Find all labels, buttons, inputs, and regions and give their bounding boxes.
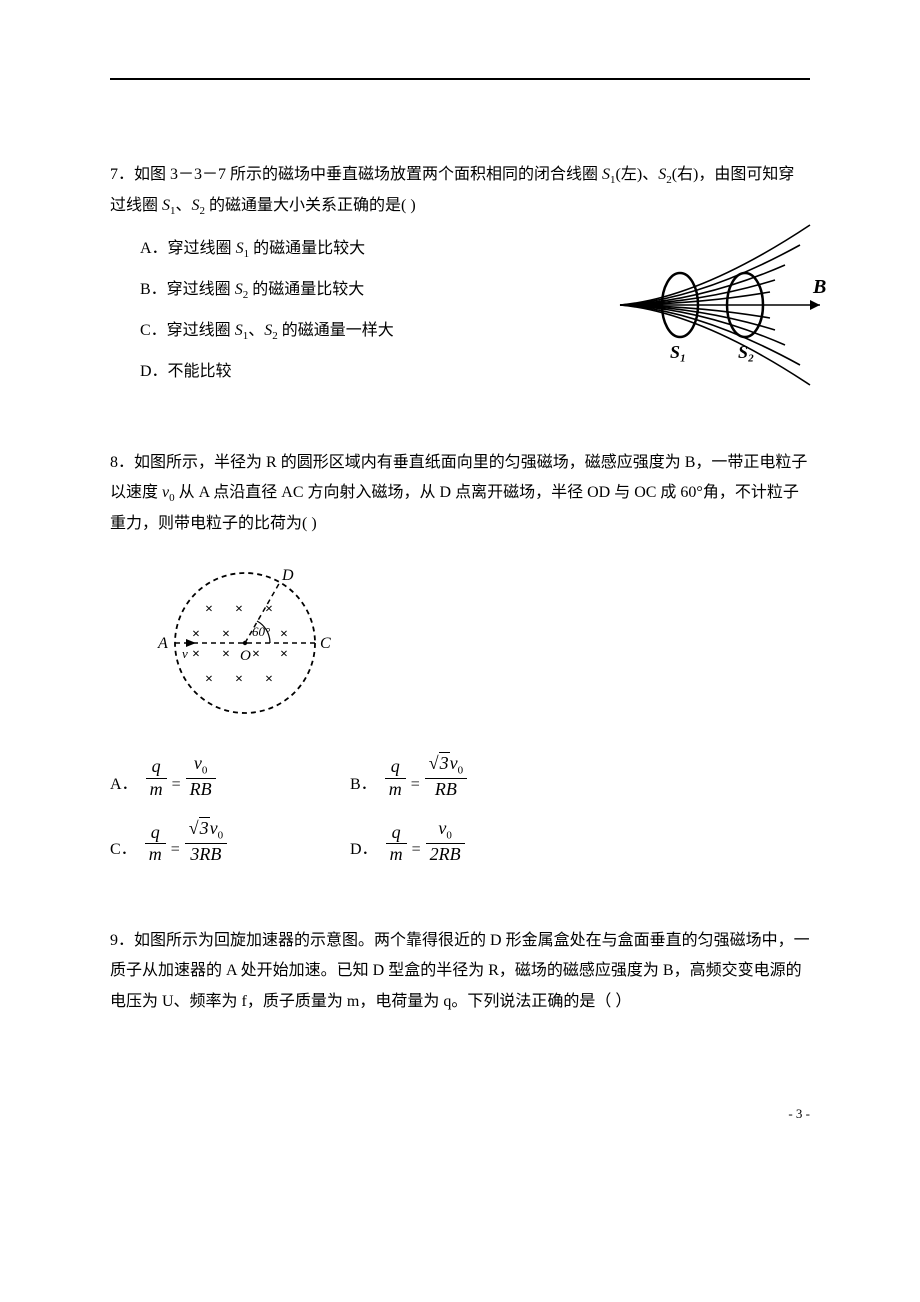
svg-text:×: ×: [265, 672, 273, 687]
q8-opt-c: C． qm = 3v03RB: [110, 818, 350, 865]
svg-text:×: ×: [280, 627, 288, 642]
q7-b-post: 的磁通量比较大: [248, 281, 364, 298]
q7-fig-s2-label: S₂: [738, 342, 754, 362]
q7-b-s: S: [235, 281, 243, 298]
q9-stem-text: 如图所示为回旋加速器的示意图。两个靠得很近的 D 形金属盒处在与盒面垂直的匀强磁…: [110, 932, 810, 1010]
question-7: 7．如图 3－3－7 所示的磁场中垂直磁场放置两个面积相同的闭合线圈 S1(左)…: [110, 160, 810, 388]
q8-number: 8．: [110, 454, 134, 471]
svg-text:×: ×: [235, 602, 243, 617]
question-9: 9．如图所示为回旋加速器的示意图。两个靠得很近的 D 形金属盒处在与盒面垂直的匀…: [110, 926, 810, 1017]
q8-c-v: v: [210, 818, 218, 838]
q8-a-label: A．: [110, 770, 138, 800]
q8-a-lden: m: [146, 778, 167, 801]
q7-fig-s1-label: S₁: [670, 342, 686, 362]
svg-text:v: v: [182, 646, 188, 661]
q7-sep: 、: [176, 197, 192, 214]
question-8: 8．如图所示，半径为 R 的圆形区域内有垂直纸面向里的匀强磁场，磁感应强度为 B…: [110, 448, 810, 866]
q8-c-root: 3: [199, 817, 210, 838]
svg-text:×: ×: [205, 602, 213, 617]
q8-fig-d: D: [281, 567, 294, 584]
q8-d-coef: 2: [430, 844, 439, 864]
q7-c-s1: S: [235, 322, 243, 339]
svg-text:×: ×: [280, 647, 288, 662]
q7-a-pre: A．穿过线圈: [140, 240, 236, 257]
q8-c-lnum: q: [145, 822, 166, 844]
q7-s2: S: [658, 166, 666, 183]
svg-text:×: ×: [192, 627, 200, 642]
q7-a-post: 的磁通量比较大: [249, 240, 365, 257]
q8-stem2: 从 A 点沿直径 AC 方向射入磁场，从 D 点离开磁场，半径 OD 与 OC …: [110, 484, 799, 532]
q7-c-pre: C．穿过线圈: [140, 322, 235, 339]
q8-d-label: D．: [350, 835, 378, 865]
q7-fig-b-label: B: [812, 276, 826, 298]
page-number: - 3 -: [788, 1102, 810, 1127]
q8-d-rden: RB: [439, 844, 461, 864]
q9-stem: 9．如图所示为回旋加速器的示意图。两个靠得很近的 D 形金属盒处在与盒面垂直的匀…: [110, 926, 810, 1017]
svg-text:×: ×: [252, 647, 260, 662]
q8-fig-a: A: [157, 635, 168, 652]
q7-s1suf: (左)、: [616, 166, 659, 183]
svg-text:×: ×: [192, 647, 200, 662]
q8-b-v: v: [450, 753, 458, 773]
q8-fig-o: O: [240, 648, 251, 664]
q8-a-rsub: 0: [202, 765, 208, 777]
q7-number: 7．: [110, 166, 134, 183]
q8-c-lden: m: [145, 843, 166, 866]
q7-stem-post: 的磁通量大小关系正确的是( ): [205, 197, 416, 214]
top-border: [110, 78, 810, 80]
q8-b-lden: m: [385, 778, 406, 801]
q7-c-s2: S: [264, 322, 272, 339]
q7-stem-pre: 如图 3－3－7 所示的磁场中垂直磁场放置两个面积相同的闭合线圈: [134, 166, 602, 183]
q8-b-label: B．: [350, 770, 377, 800]
q7-c-sep: 、: [248, 322, 264, 339]
q8-c-label: C．: [110, 835, 137, 865]
q8-fig-c: C: [320, 635, 331, 652]
q8-b-rden: RB: [425, 778, 467, 801]
q7-s1b: S: [162, 197, 170, 214]
q7-figure: B S₁ S₂: [610, 210, 830, 411]
q8-d-rsub: 0: [446, 830, 452, 842]
q8-options: A． qm = v0RB B． qm = 3v0RB C． qm = 3v03R…: [110, 753, 810, 866]
q8-b-root: 3: [439, 752, 450, 773]
q7-c-post: 的磁通量一样大: [278, 322, 394, 339]
q9-number: 9．: [110, 932, 134, 949]
q8-d-lden: m: [386, 843, 407, 866]
svg-text:×: ×: [235, 672, 243, 687]
q8-stem: 8．如图所示，半径为 R 的圆形区域内有垂直纸面向里的匀强磁场，磁感应强度为 B…: [110, 448, 810, 540]
q8-d-lnum: q: [386, 822, 407, 844]
svg-text:×: ×: [265, 602, 273, 617]
q8-opt-b: B． qm = 3v0RB: [350, 753, 590, 800]
q8-b-lnum: q: [385, 756, 406, 778]
q7-a-s: S: [236, 240, 244, 257]
q8-fig-angle: 60°: [252, 624, 270, 639]
q8-a-lnum: q: [146, 756, 167, 778]
q8-a-rnum: v: [194, 753, 202, 773]
q8-a-rden: RB: [186, 778, 216, 801]
q8-c-rden: RB: [199, 844, 221, 864]
q8-figure: × × × × × × × × × × × × × A C D O 60° v: [140, 558, 810, 739]
q8-opt-d: D． qm = v02RB: [350, 818, 590, 865]
svg-text:×: ×: [205, 672, 213, 687]
q7-b-pre: B．穿过线圈: [140, 281, 235, 298]
q8-b-sub: 0: [458, 765, 464, 777]
q7-s2b: S: [192, 197, 200, 214]
svg-text:×: ×: [222, 647, 230, 662]
q8-c-sub: 0: [218, 830, 224, 842]
q8-opt-a: A． qm = v0RB: [110, 753, 350, 800]
svg-text:×: ×: [222, 627, 230, 642]
q7-s1: S: [602, 166, 610, 183]
